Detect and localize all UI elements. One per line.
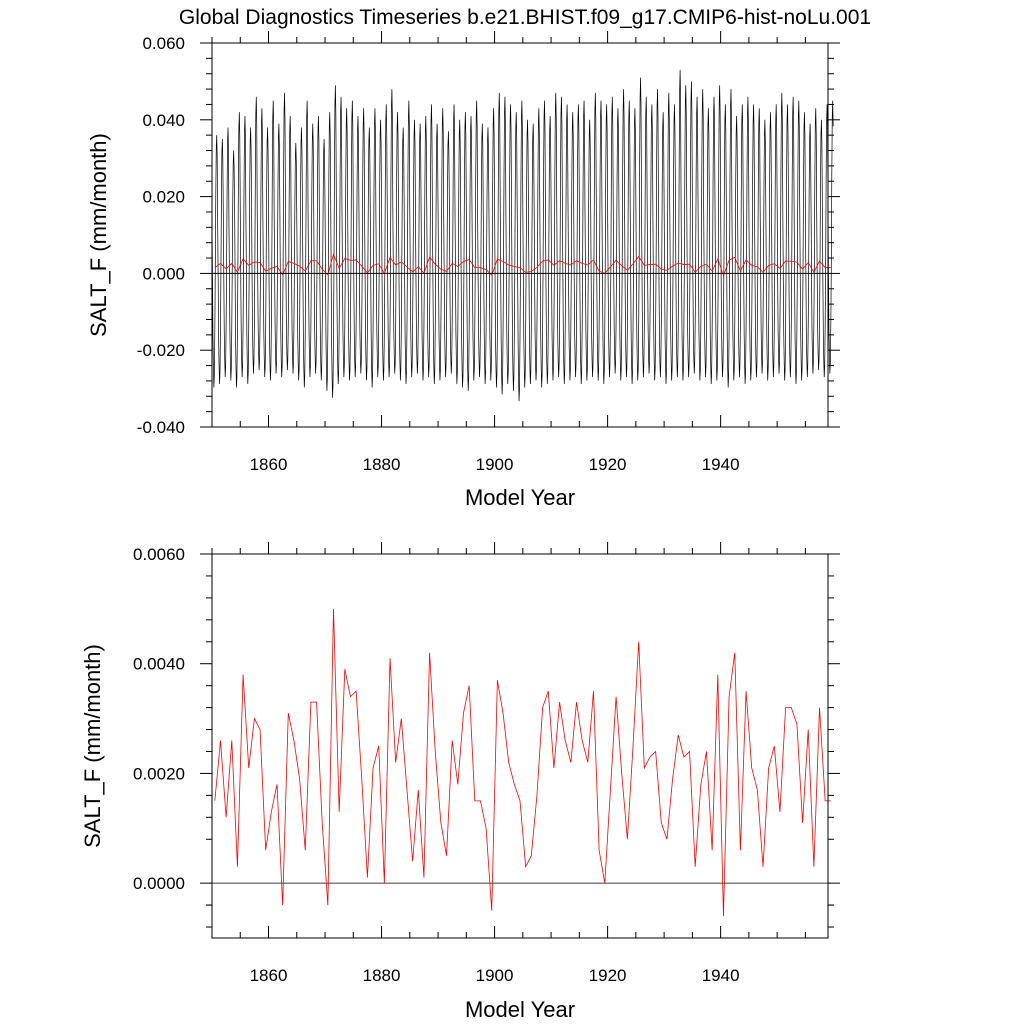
top-series-layer: [211, 69, 834, 402]
x-tick-label: 1900: [476, 455, 514, 474]
bottom-x-axis-label: Model Year: [465, 997, 575, 1022]
x-tick-label: 1940: [702, 455, 740, 474]
bottom-ticks: 1860 1880 1900 1920 1940 0.0000 0.0020 0.0040 0.…: [133, 542, 840, 985]
x-tick-label: 1940: [702, 966, 740, 985]
y-tick-label: -0.020: [137, 341, 185, 360]
y-tick-label: 0.0060: [133, 545, 185, 564]
annual-mean-line: [214, 608, 831, 917]
top-chart: 1860 1880 1900 1920 1940 -0.040 -0.020 0.000 0.0…: [86, 31, 840, 510]
bottom-plot-frame: [211, 553, 829, 939]
monthly-series-line: [211, 69, 834, 402]
top-x-axis-label: Model Year: [465, 485, 575, 510]
figure-title: Global Diagnostics Timeseries b.e21.BHIS…: [179, 6, 871, 29]
y-tick-label: 0.0020: [133, 764, 185, 783]
x-tick-label: 1860: [250, 966, 288, 985]
y-tick-label: 0.060: [142, 34, 185, 53]
y-tick-label: -0.040: [137, 418, 185, 437]
y-tick-label: 0.0000: [133, 874, 185, 893]
y-tick-label: 0.020: [142, 188, 185, 207]
top-y-axis-label: SALT_F (mm/month): [86, 133, 111, 337]
y-tick-label: 0.040: [142, 111, 185, 130]
x-tick-label: 1860: [250, 455, 288, 474]
top-ticks: 1860 1880 1900 1920 1940 -0.040 -0.020 0.000 0.0…: [137, 31, 840, 474]
x-tick-label: 1920: [589, 966, 627, 985]
x-tick-label: 1900: [476, 966, 514, 985]
x-tick-label: 1880: [363, 966, 401, 985]
bottom-y-axis-label: SALT_F (mm/month): [80, 644, 105, 848]
y-tick-label: 0.0040: [133, 655, 185, 674]
x-tick-label: 1880: [363, 455, 401, 474]
x-tick-label: 1920: [589, 455, 627, 474]
y-tick-label: 0.000: [142, 264, 185, 283]
bottom-chart: 1860 1880 1900 1920 1940 0.0000 0.0020 0.0040 0.…: [80, 542, 840, 1022]
annual-mean-line: [214, 252, 831, 277]
bottom-series-layer: [214, 608, 831, 917]
top-plot-frame: [211, 42, 829, 428]
